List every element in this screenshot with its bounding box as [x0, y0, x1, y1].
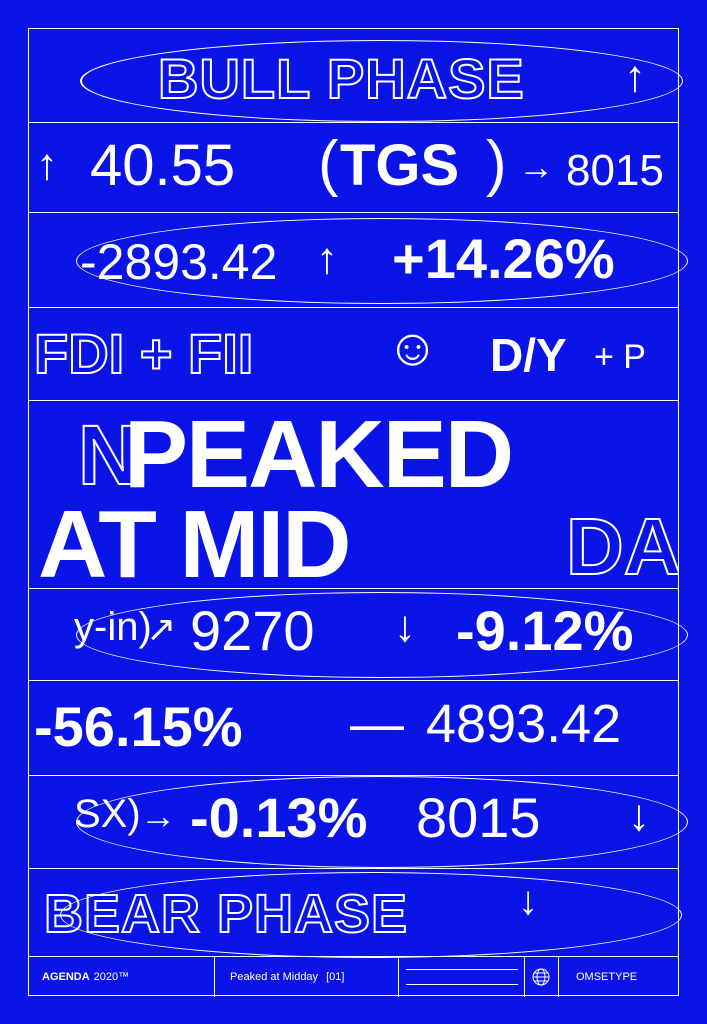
ticker-tgs: TGS: [340, 133, 460, 198]
index-value: 4893.42: [426, 694, 622, 754]
paren-open: (: [318, 129, 339, 198]
arrow-up-icon: ↑: [36, 140, 58, 189]
trail-text: + P: [594, 338, 646, 376]
footer-publisher: OMSETYPE: [576, 971, 638, 983]
bull-phase-row: BULL PHASE ↑: [28, 29, 679, 122]
sx-row: SX) → -0.13% 8015 ↓: [28, 776, 679, 868]
arrow-right-icon: →: [518, 146, 554, 187]
footer-title-cell: Peaked at Midday [01]: [230, 957, 344, 997]
percent-change: -0.13%: [190, 786, 368, 849]
footer-divider: [214, 957, 215, 997]
lead-text: y-in): [74, 605, 152, 649]
footer: AGENDA 2020™ Peaked at Midday [01] OMSET…: [28, 956, 679, 997]
fdi-row: FDI + FII ☺ D/Y + P: [28, 308, 679, 400]
headline-at-mid: AT MID: [38, 491, 351, 589]
footer-divider: [524, 957, 525, 997]
row-divider: [28, 868, 679, 869]
brand-year: 2020™: [93, 971, 130, 983]
price-value: 40.55: [90, 133, 236, 198]
arrow-up-right-icon: ↗: [146, 608, 177, 649]
bear-phase-row: BEAR PHASE ↓: [28, 869, 679, 956]
headline-peaked: PEAKED: [124, 401, 514, 508]
footer-divider: [558, 957, 559, 997]
fdi-fii-text: FDI + FII: [33, 322, 254, 385]
percent-change: -56.15%: [34, 695, 243, 758]
em-dash: —: [350, 694, 404, 754]
lead-value: -2893.42: [80, 234, 278, 290]
row-divider: [28, 588, 679, 589]
lead-text: SX): [74, 792, 141, 836]
bear-phase-text: BEAR PHASE: [43, 884, 409, 944]
tgs-row: ↑ 40.55 ( TGS ) → 8015: [28, 123, 679, 212]
bull-phase-text: BULL PHASE: [157, 47, 525, 110]
ghost-letter: N: [77, 408, 140, 502]
ghost-letters: DA: [565, 502, 679, 588]
footer-publisher-cell: OMSETYPE: [576, 957, 637, 997]
arrow-up-icon: ↑: [316, 234, 338, 283]
buyin-row: y-in) ↗ 9270 ↓ -9.12%: [28, 589, 679, 680]
row-divider: [28, 400, 679, 401]
row-divider: [28, 680, 679, 681]
row-divider: [28, 212, 679, 213]
arrow-down-icon: ↓: [628, 791, 650, 840]
paren-close: ): [486, 129, 507, 198]
trail-value: 8015: [566, 146, 664, 195]
footer-issue: [01]: [326, 971, 345, 983]
row-divider: [28, 775, 679, 776]
brand-name: AGENDA: [42, 971, 90, 983]
arrow-down-icon: ↓: [518, 879, 538, 923]
arrow-right-icon: →: [140, 795, 176, 836]
percent-change: -9.12%: [456, 599, 634, 662]
footer-bar: [406, 969, 518, 985]
headline-block: N PEAKED AT MID DA: [28, 401, 679, 589]
change-row-2: -56.15% — 4893.42: [28, 681, 679, 775]
poster-frame: [28, 28, 679, 996]
index-value: 9270: [190, 599, 315, 662]
dy-text: D/Y: [490, 329, 567, 381]
globe-icon: [528, 957, 554, 997]
change-row-1: -2893.42 ↑ +14.26%: [28, 213, 679, 307]
index-value: 8015: [416, 786, 541, 849]
arrow-down-icon: ↓: [394, 602, 416, 651]
arrow-up-icon: ↑: [624, 52, 646, 101]
row-divider: [28, 122, 679, 123]
footer-divider: [398, 957, 399, 997]
footer-title: Peaked at Midday: [230, 971, 319, 983]
row-divider: [28, 307, 679, 308]
smiley-icon: ☺: [386, 319, 440, 377]
footer-brand: AGENDA 2020™: [42, 957, 129, 997]
percent-change: +14.26%: [392, 227, 615, 290]
